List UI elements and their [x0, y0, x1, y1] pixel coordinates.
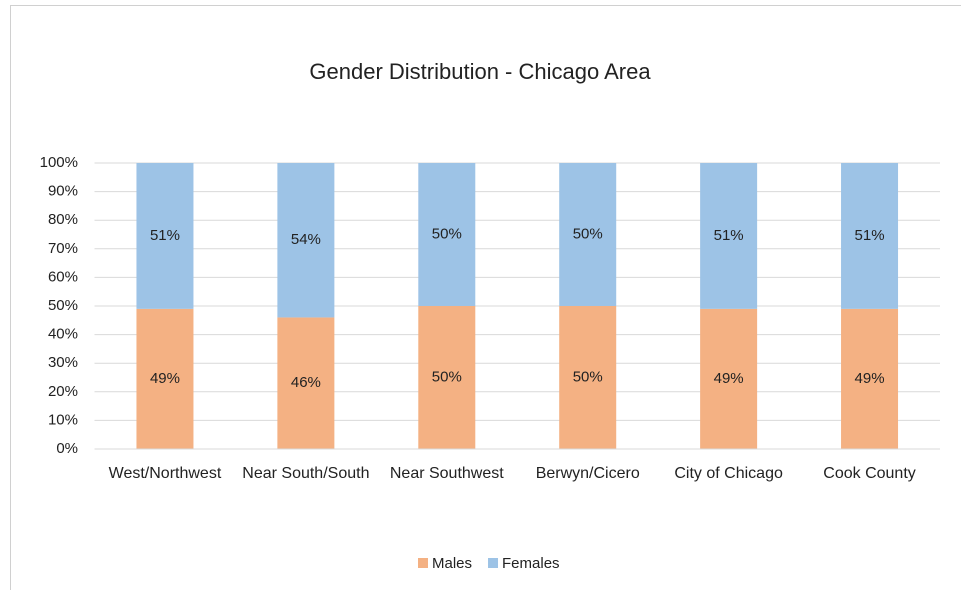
data-label: 46%: [291, 374, 321, 391]
bar-segment: [136, 308, 194, 449]
chart-title: Gender Distribution - Chicago Area: [309, 59, 651, 84]
y-tick-label: 30%: [48, 354, 78, 371]
x-tick-label: Cook County: [823, 465, 916, 482]
legend-label: Females: [502, 555, 560, 572]
x-tick-label: West/Northwest: [108, 465, 222, 482]
bar-segment: [841, 308, 899, 449]
y-tick-label: 80%: [48, 211, 78, 228]
data-label: 50%: [573, 225, 603, 242]
legend-swatch: [488, 558, 499, 568]
y-tick-label: 20%: [48, 383, 78, 400]
bar-segment: [418, 306, 476, 449]
data-label: 50%: [432, 368, 462, 385]
data-label: 51%: [855, 227, 885, 244]
y-tick-label: 60%: [48, 268, 78, 285]
legend-swatch: [418, 558, 428, 568]
y-tick-label: 50%: [48, 297, 78, 314]
data-label: 49%: [855, 370, 885, 387]
x-tick-label: Near Southwest: [389, 465, 504, 482]
bar-segment: [559, 163, 617, 306]
y-tick-label: 90%: [48, 183, 78, 200]
y-tick-label: 100%: [40, 154, 78, 171]
x-tick-label: City of Chicago: [674, 465, 783, 482]
bar-segment: [418, 163, 476, 306]
x-tick-label: Near South/South: [242, 465, 370, 482]
bar-segment: [277, 317, 335, 449]
data-label: 51%: [150, 227, 180, 244]
data-label: 49%: [714, 370, 744, 387]
bar-segment: [277, 163, 335, 318]
data-label: 54%: [291, 231, 321, 248]
y-tick-label: 10%: [48, 411, 78, 428]
data-label: 50%: [432, 225, 462, 242]
bar-segment: [136, 163, 194, 309]
data-label: 49%: [150, 370, 180, 387]
bar-segment: [559, 306, 617, 449]
y-tick-label: 40%: [48, 326, 78, 343]
bar-segment: [700, 163, 758, 309]
data-label: 50%: [573, 368, 603, 385]
bar-segment: [841, 163, 899, 309]
y-tick-label: 70%: [48, 240, 78, 257]
y-tick-label: 0%: [56, 440, 78, 457]
legend-label: Males: [432, 555, 472, 572]
chart-frame: [10, 5, 961, 590]
data-label: 51%: [714, 227, 744, 244]
bar-segment: [700, 308, 758, 449]
x-tick-label: Berwyn/Cicero: [535, 465, 640, 482]
